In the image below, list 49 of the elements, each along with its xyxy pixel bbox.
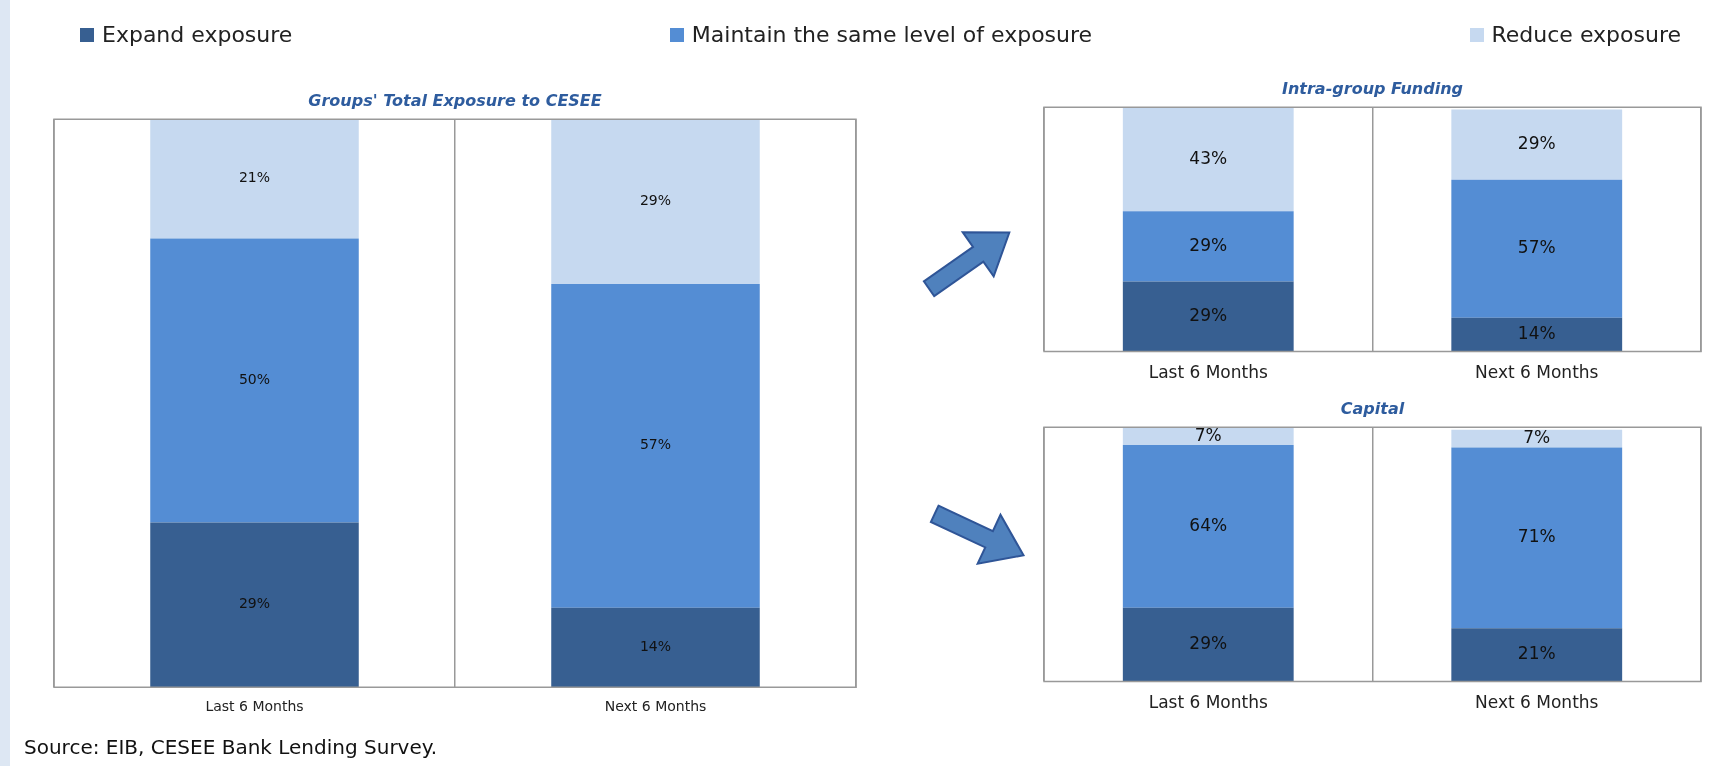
chart-title: Intra-group Funding: [1281, 78, 1464, 98]
data-label: 71%: [1517, 526, 1556, 547]
legend-label: Maintain the same level of exposure: [691, 22, 1093, 47]
data-label: 43%: [1189, 147, 1228, 168]
bar: [1451, 317, 1623, 352]
bar: [1122, 107, 1294, 212]
bar: [150, 522, 359, 688]
bar: [551, 283, 760, 608]
data-label: 29%: [1189, 633, 1228, 654]
data-label: 57%: [1517, 237, 1556, 258]
data-label: 29%: [238, 595, 271, 612]
data-label: 29%: [1517, 133, 1556, 154]
bar: [1122, 427, 1294, 446]
bar: [150, 238, 359, 523]
bar: [1122, 281, 1294, 352]
data-label: 7%: [1194, 424, 1222, 445]
data-label: 14%: [1517, 323, 1556, 344]
x-tick-label: Next 6 Months: [604, 698, 707, 715]
legend-label: Expand exposure: [102, 22, 293, 47]
data-label: 21%: [1517, 643, 1556, 664]
data-label: 14%: [639, 638, 672, 655]
x-tick-label: Last 6 Months: [205, 698, 304, 715]
bar: [1122, 445, 1294, 608]
bar: [1451, 109, 1623, 180]
bar: [1451, 628, 1623, 682]
data-label: 29%: [639, 192, 672, 209]
data-label: 57%: [639, 436, 672, 453]
x-tick-label: Next 6 Months: [1475, 692, 1599, 713]
data-label: 64%: [1189, 514, 1228, 535]
chart-title: Groups' Total Exposure to CESEE: [308, 90, 602, 110]
data-label: 50%: [238, 371, 271, 388]
bar: [1451, 447, 1623, 629]
legend-label: Reduce exposure: [1491, 22, 1681, 47]
source-note: Source: EIB, CESEE Bank Lending Survey.: [24, 735, 438, 759]
bar: [1122, 607, 1294, 682]
bar: [1122, 211, 1294, 282]
x-tick-label: Last 6 Months: [1148, 692, 1268, 713]
x-tick-label: Next 6 Months: [1475, 362, 1599, 383]
x-tick-label: Last 6 Months: [1148, 362, 1268, 383]
bar: [150, 119, 359, 239]
bar: [1451, 179, 1623, 318]
bar: [1451, 429, 1623, 448]
chart-title: Capital: [1340, 398, 1405, 418]
bar: [551, 119, 760, 284]
data-label: 29%: [1189, 304, 1228, 325]
data-label: 21%: [238, 169, 271, 186]
bar: [551, 607, 760, 688]
data-label: 29%: [1189, 234, 1228, 255]
data-label: 7%: [1523, 427, 1551, 448]
